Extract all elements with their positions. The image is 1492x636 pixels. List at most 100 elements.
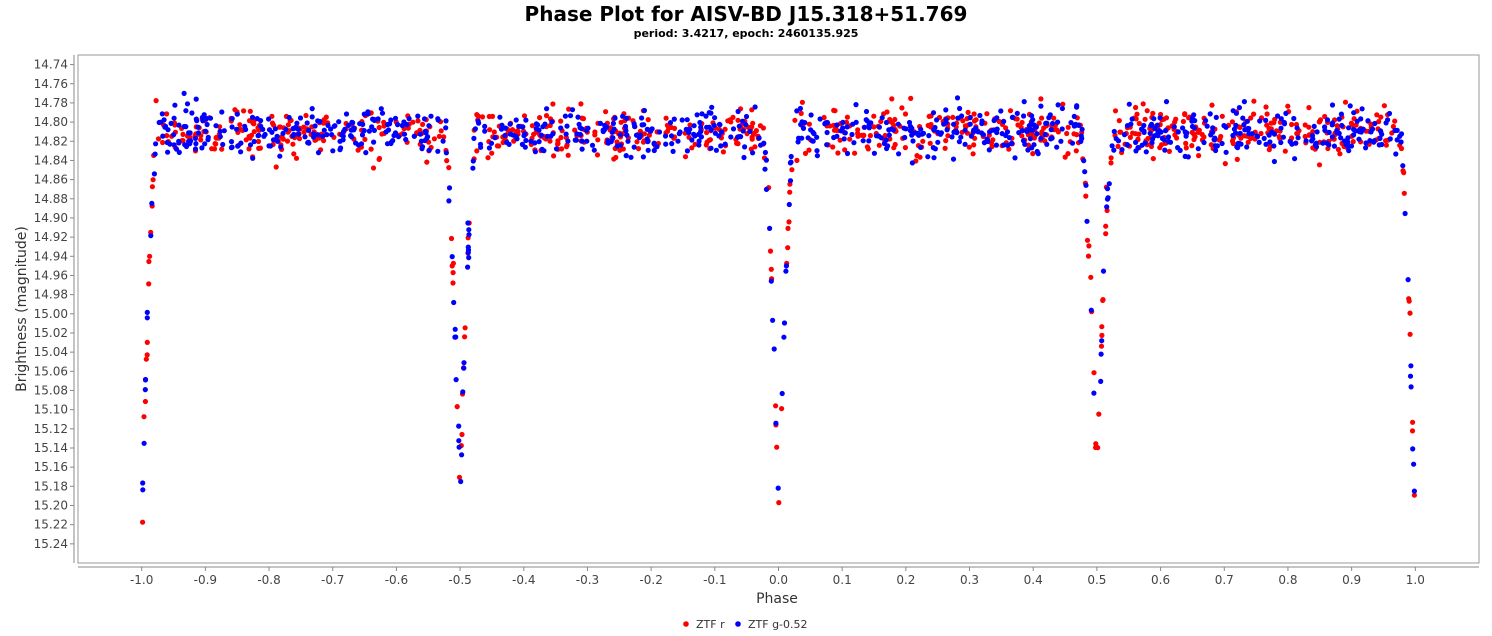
data-point [456, 423, 462, 429]
data-point [1223, 149, 1229, 155]
data-point [1347, 103, 1353, 109]
data-point [684, 148, 691, 154]
data-point [1338, 111, 1344, 117]
data-point [1088, 307, 1094, 313]
data-point [892, 141, 898, 148]
data-point [1407, 310, 1413, 316]
data-point [838, 128, 844, 134]
data-point [1133, 104, 1139, 111]
data-point [718, 129, 725, 135]
data-point [632, 123, 638, 130]
data-point [805, 135, 811, 141]
data-point [1148, 123, 1154, 129]
data-point [502, 132, 508, 139]
data-point [708, 145, 714, 151]
data-point [1163, 99, 1170, 105]
data-point [692, 133, 698, 139]
data-point [1345, 135, 1351, 141]
data-point [1344, 140, 1351, 146]
data-point [487, 127, 493, 133]
data-point [747, 128, 753, 134]
data-point [523, 137, 529, 144]
data-point [450, 270, 456, 276]
data-point [417, 131, 423, 137]
data-point [1100, 297, 1106, 303]
data-point [756, 135, 762, 141]
data-point [741, 154, 747, 161]
data-point [148, 233, 154, 239]
data-point [140, 519, 146, 525]
data-point [165, 149, 171, 155]
data-point [671, 116, 677, 122]
data-point [1285, 103, 1291, 109]
legend-marker [683, 621, 689, 627]
data-point [712, 130, 719, 136]
data-point [1254, 133, 1260, 139]
y-tick-label: 15.02 [34, 326, 68, 340]
data-point [479, 114, 486, 120]
data-point [295, 131, 302, 137]
data-point [749, 134, 755, 140]
data-point [1079, 126, 1085, 132]
data-point [1098, 343, 1105, 349]
data-point [201, 112, 207, 118]
data-point [752, 144, 758, 150]
data-point [141, 440, 147, 446]
data-point [187, 130, 193, 136]
data-point [1271, 143, 1277, 149]
data-point [141, 414, 147, 420]
data-point [449, 254, 455, 260]
data-point [1085, 253, 1092, 259]
data-point [1036, 120, 1042, 126]
data-point [1182, 129, 1188, 135]
data-point [140, 480, 146, 486]
data-point [324, 132, 330, 138]
data-point [942, 145, 948, 151]
data-point [669, 141, 675, 147]
data-point [449, 263, 455, 269]
data-point [340, 137, 346, 143]
data-point [272, 126, 278, 132]
data-point [516, 123, 522, 129]
data-point [935, 139, 941, 145]
data-point [718, 143, 724, 149]
data-point [1266, 132, 1272, 138]
data-point [595, 137, 601, 143]
data-point [937, 131, 944, 137]
data-point [794, 157, 800, 163]
data-point [171, 132, 177, 138]
data-point [1271, 131, 1278, 137]
data-point [315, 132, 321, 138]
data-point [348, 133, 354, 139]
data-point [278, 144, 284, 150]
data-point [234, 111, 240, 117]
data-point [847, 136, 853, 142]
data-point [1124, 123, 1131, 129]
data-point [1034, 131, 1040, 137]
data-point [1335, 146, 1341, 153]
data-point [558, 125, 564, 131]
data-point [1038, 135, 1044, 141]
data-point [611, 126, 617, 132]
data-point [247, 108, 253, 114]
data-point [990, 137, 996, 143]
data-point [925, 154, 931, 160]
data-point [578, 101, 584, 107]
data-point [1204, 123, 1210, 129]
data-point [866, 125, 872, 131]
data-point [1303, 138, 1309, 144]
data-point [550, 101, 556, 107]
data-point [696, 142, 702, 148]
data-point [835, 150, 841, 156]
data-point [309, 106, 315, 112]
data-point [1029, 113, 1035, 119]
data-point [555, 140, 561, 147]
data-point [617, 142, 624, 148]
data-point [203, 116, 210, 122]
data-point [544, 106, 550, 112]
data-point [1048, 136, 1054, 142]
data-point [1261, 135, 1267, 141]
data-point [543, 113, 550, 119]
data-point [1248, 135, 1254, 141]
data-point [736, 123, 742, 129]
